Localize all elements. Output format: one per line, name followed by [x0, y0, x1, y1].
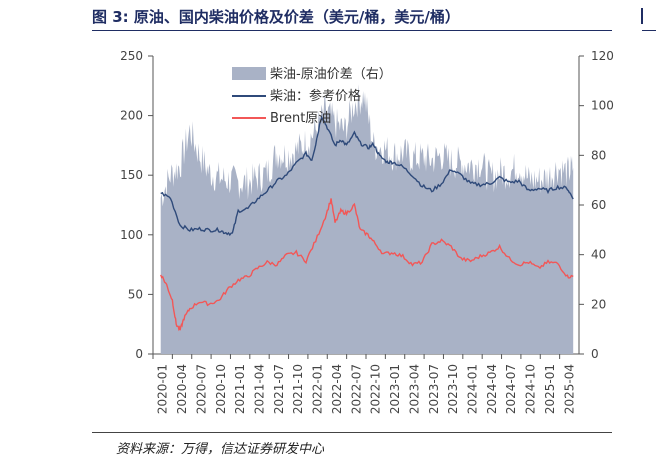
right-axis-ticks: 0 20 40 60 80 100 120	[579, 49, 614, 361]
x-axis-ticks: 2020-01 2020-04 2020-07 2020-10 2021-01 2021-…	[152, 354, 576, 414]
chart-title: 图 3: 原油、国内柴油价格及价差（美元/桶，美元/桶）	[92, 8, 460, 26]
x-tick-label: 2025-04	[562, 364, 576, 414]
right-tick-label: 40	[591, 248, 606, 262]
legend: 柴油-原油价差（右） 柴油：参考价格 Brent原油	[232, 67, 392, 126]
x-tick-label: 2024-04	[485, 364, 499, 414]
right-tick-label: 80	[591, 148, 606, 162]
left-tick-label: 250	[120, 49, 143, 63]
legend-swatch-spread	[232, 67, 266, 80]
source-note: 资料来源：万得，信达证券研发中心	[116, 442, 325, 457]
left-axis-ticks: 0 50 100 150 200 250	[120, 49, 153, 361]
x-tick-label: 2023-07	[427, 364, 441, 414]
edge-marker	[641, 8, 643, 24]
brent-price-line	[160, 198, 574, 332]
x-tick-label: 2025-01	[543, 364, 557, 414]
spread-area-layer	[160, 84, 574, 354]
x-tick-label: 2022-01	[311, 364, 325, 414]
footer-divider	[92, 432, 612, 433]
left-tick-label: 150	[120, 168, 143, 182]
left-tick-label: 50	[128, 287, 143, 301]
legend-label-spread: 柴油-原油价差（右）	[270, 67, 392, 82]
x-tick-label: 2023-10	[446, 364, 460, 414]
x-tick-label: 2023-04	[407, 364, 421, 414]
x-tick-label: 2022-07	[349, 364, 363, 414]
price-lines-layer	[160, 115, 574, 332]
left-tick-label: 100	[120, 228, 143, 242]
spread-area	[160, 84, 574, 354]
x-tick-label: 2021-04	[253, 364, 267, 414]
x-tick-label: 2021-07	[272, 364, 286, 414]
x-tick-label: 2020-01	[156, 364, 170, 414]
title-underline-right	[642, 30, 656, 31]
x-tick-label: 2021-01	[233, 364, 247, 414]
right-tick-label: 60	[591, 198, 606, 212]
x-tick-label: 2023-01	[388, 364, 402, 414]
x-tick-label: 2024-10	[524, 364, 538, 414]
right-tick-label: 0	[591, 347, 599, 361]
right-tick-label: 100	[591, 99, 614, 113]
legend-label-brent: Brent原油	[270, 111, 331, 126]
x-tick-label: 2021-10	[291, 364, 305, 414]
left-tick-label: 0	[135, 347, 143, 361]
legend-label-diesel: 柴油：参考价格	[270, 88, 361, 104]
right-tick-label: 20	[591, 297, 606, 311]
x-tick-label: 2020-10	[214, 364, 228, 414]
x-tick-label: 2024-01	[466, 364, 480, 414]
x-tick-label: 2020-04	[175, 364, 189, 414]
x-tick-label: 2022-10	[369, 364, 383, 414]
left-tick-label: 200	[120, 109, 143, 123]
diesel-price-line	[160, 115, 574, 237]
right-tick-label: 120	[591, 49, 614, 63]
title-underline	[92, 30, 612, 31]
x-tick-label: 2024-07	[504, 364, 518, 414]
x-tick-label: 2020-07	[194, 364, 208, 414]
x-tick-label: 2022-04	[330, 364, 344, 414]
